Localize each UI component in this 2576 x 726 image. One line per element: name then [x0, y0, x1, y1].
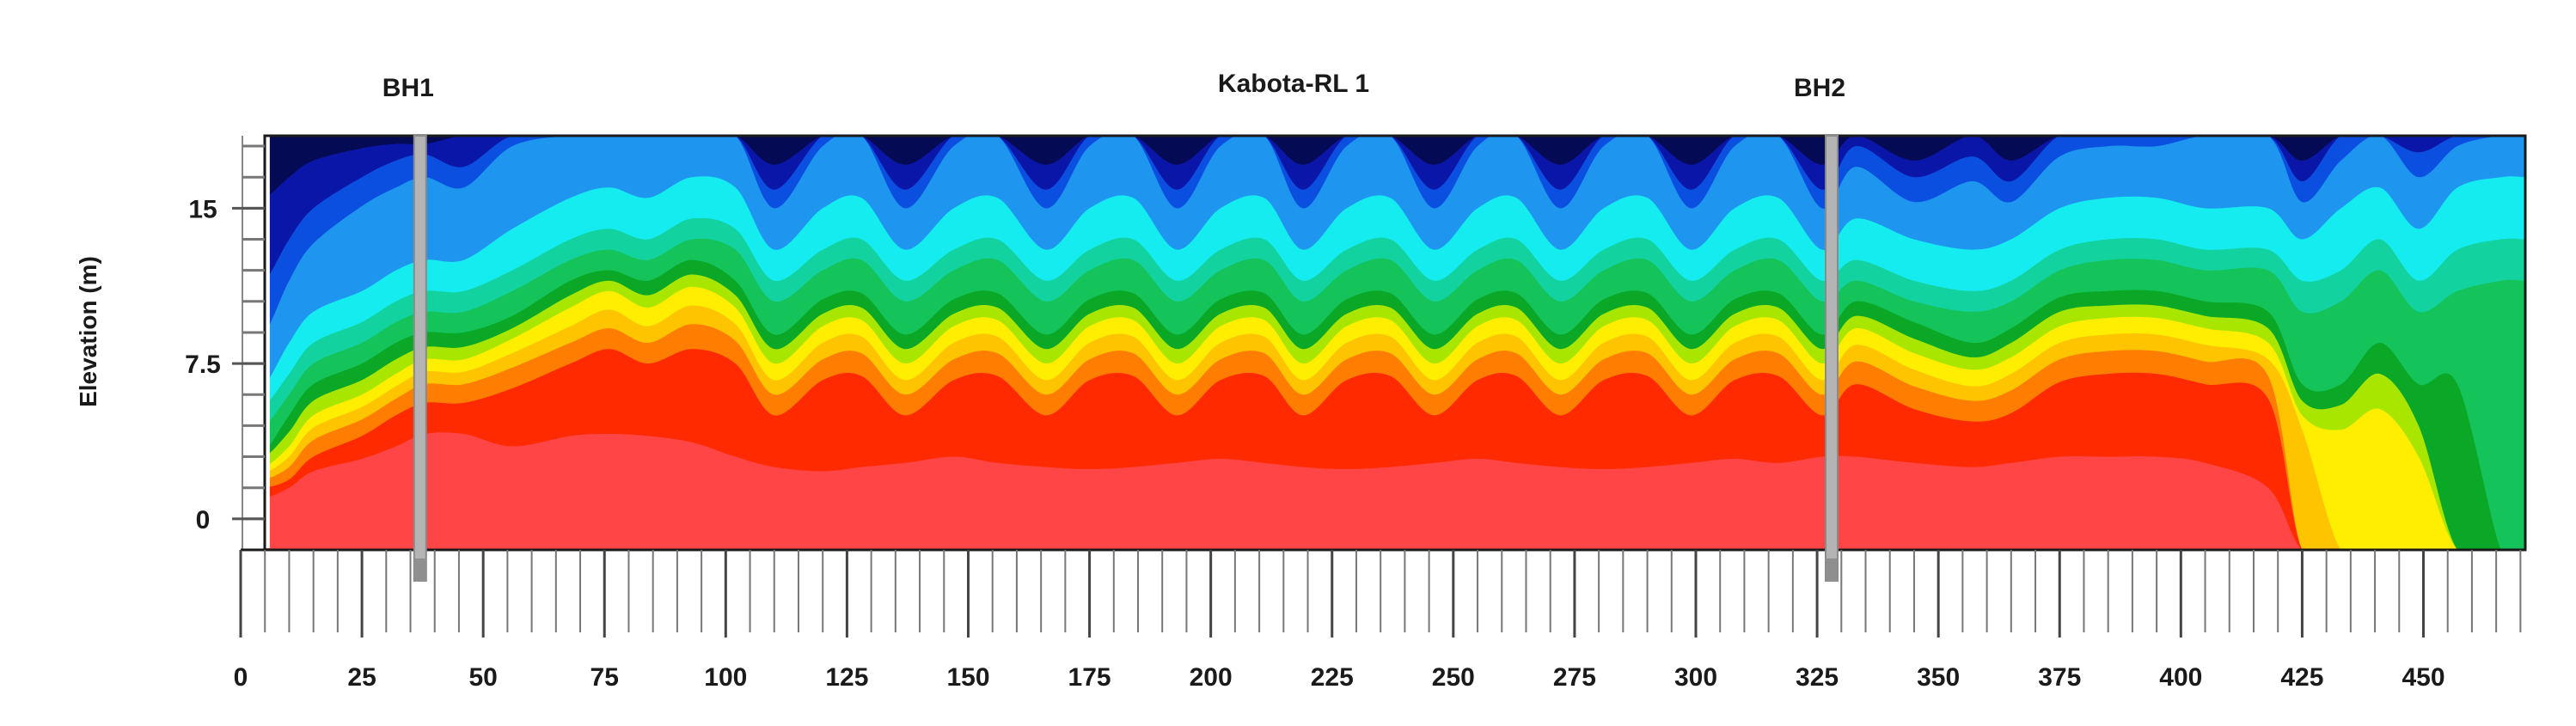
x-tick-label: 275: [1553, 663, 1596, 692]
x-tick-label: 50: [468, 663, 497, 692]
x-tick-label: 250: [1432, 663, 1475, 692]
x-tick-label: 175: [1068, 663, 1111, 692]
x-tick-label: 125: [825, 663, 868, 692]
borehole-label: BH1: [382, 74, 434, 102]
x-tick-label: 100: [704, 663, 747, 692]
boreholes: BH1 BH2: [382, 74, 1845, 582]
contour-bands: [265, 136, 2525, 550]
contour-band-salmon: [265, 432, 2525, 550]
borehole-casing: [1826, 558, 1839, 581]
borehole-label: BH2: [1794, 74, 1845, 102]
x-tick-label: 75: [590, 663, 619, 692]
y-tick-label: 7.5: [185, 351, 221, 379]
x-tick-label: 25: [347, 663, 376, 692]
x-tick-label: 400: [2159, 663, 2202, 692]
x-tick-label: 300: [1674, 663, 1717, 692]
x-tick-label: 425: [2280, 663, 2323, 692]
x-tick-label: 0: [234, 663, 248, 692]
borehole-bh2: [1825, 135, 1839, 582]
chart-title: Kabota-RL 1: [1218, 70, 1369, 98]
y-axis-title: Elevation (m): [75, 256, 101, 407]
x-tick-label: 350: [1917, 663, 1960, 692]
y-axis: 0 7.5 15: [185, 136, 265, 552]
x-tick-label: 325: [1796, 663, 1839, 692]
x-tick-label: 375: [2038, 663, 2081, 692]
y-tick-label: 0: [196, 506, 211, 534]
x-tick-label: 200: [1190, 663, 1233, 692]
x-tick-label: 150: [946, 663, 989, 692]
x-tick-label: 450: [2402, 663, 2444, 692]
plot-area: [263, 134, 2527, 552]
x-tick-label: 225: [1311, 663, 1354, 692]
y-tick-label: 15: [188, 195, 217, 223]
x-axis: 0 25 50 75 100 125 150 175 200 225 250 275 300 325 350…: [234, 548, 2525, 692]
borehole-casing: [413, 558, 426, 581]
borehole-bh1: [413, 135, 427, 582]
